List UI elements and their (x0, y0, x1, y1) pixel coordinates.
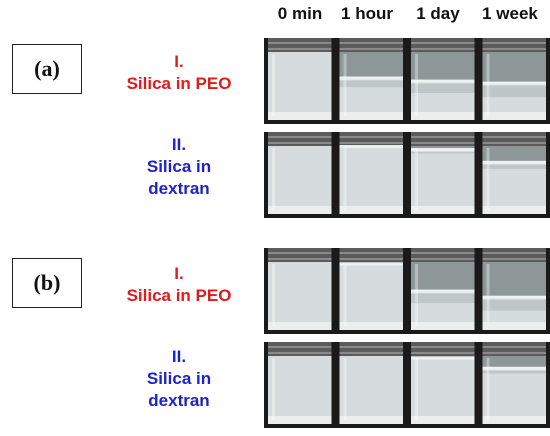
vial (407, 248, 479, 334)
photo-row-a-peo (264, 38, 550, 124)
column-header-1day: 1 day (416, 4, 460, 23)
row-numeral: II. (171, 347, 187, 366)
vial (335, 132, 407, 218)
photo-row-a-dextran (264, 132, 550, 218)
panel-b-tag: (b) (12, 258, 82, 308)
vial (264, 248, 336, 334)
row-numeral: I. (174, 264, 184, 283)
column-header-1week: 1 week (482, 4, 538, 23)
vial (264, 132, 336, 218)
photo-row-b-dextran (264, 342, 550, 428)
vial (335, 342, 407, 428)
vial (264, 342, 336, 428)
row-text: dextran (148, 391, 210, 410)
row-text: Silica in PEO (126, 286, 232, 305)
row-numeral: II. (171, 135, 187, 154)
row-text: Silica in (146, 157, 212, 176)
vial-photo-strip (264, 38, 550, 124)
row-text: dextran (148, 179, 210, 198)
vial (478, 248, 550, 334)
vial (264, 38, 336, 124)
row-numeral: I. (174, 52, 184, 71)
panel-b-row2-label: II. Silica in dextran (104, 346, 254, 412)
column-header-1hour: 1 hour (341, 4, 393, 23)
vial (407, 38, 479, 124)
vial (335, 248, 407, 334)
row-text: Silica in PEO (126, 74, 232, 93)
panel-a-tag: (a) (12, 44, 82, 94)
vial (478, 38, 550, 124)
vial (335, 38, 407, 124)
vial (407, 132, 479, 218)
vial (407, 342, 479, 428)
vial-photo-strip (264, 342, 550, 428)
vial-photo-strip (264, 248, 550, 334)
photo-row-b-peo (264, 248, 550, 334)
vial (478, 132, 550, 218)
panel-a-row1-label: I. Silica in PEO (104, 51, 254, 95)
panel-b-row1-label: I. Silica in PEO (104, 263, 254, 307)
column-header-0min: 0 min (277, 4, 323, 23)
vial (478, 342, 550, 428)
vial-photo-strip (264, 132, 550, 218)
row-text: Silica in (146, 369, 212, 388)
panel-a-row2-label: II. Silica in dextran (104, 134, 254, 200)
